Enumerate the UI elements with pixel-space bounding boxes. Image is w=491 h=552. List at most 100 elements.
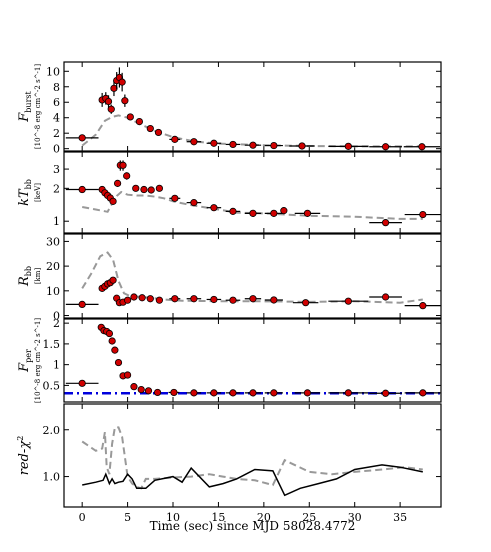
data-point <box>78 300 86 309</box>
data-point <box>111 346 119 354</box>
data-point <box>419 210 427 219</box>
data-point <box>344 297 352 305</box>
y-axis-unit: [10^-8 erg cm^-2 s^-1] <box>34 64 42 149</box>
data-point <box>155 296 163 304</box>
data-point <box>108 337 116 345</box>
y-label-main: F <box>17 112 32 123</box>
data-point <box>249 209 257 217</box>
y-tick-label: 3 <box>53 163 60 176</box>
data-point <box>123 172 131 180</box>
x-tick-label: 35 <box>393 511 407 524</box>
data-point <box>123 371 132 379</box>
data-point <box>105 329 114 338</box>
data-point <box>381 389 390 397</box>
data-point <box>123 296 132 304</box>
data-point <box>270 209 278 217</box>
data-point <box>121 97 129 105</box>
y-axis-label: kTbb <box>17 179 33 206</box>
data-point <box>190 389 198 397</box>
data-point <box>229 140 237 149</box>
data-point <box>249 295 257 303</box>
panel-frame <box>63 233 442 319</box>
panel-f-burst: 0 2 4 6 8 10 Fburst [10^-8 erg cm^-2 s^-1] <box>17 61 442 156</box>
data-point <box>144 387 153 395</box>
y-label-main: kT <box>17 188 32 206</box>
y-tick-label: 2 <box>53 317 60 330</box>
panel-frame <box>63 151 442 234</box>
data-point <box>302 299 310 307</box>
panel-data <box>65 67 441 151</box>
x-tick-label: 15 <box>211 511 225 524</box>
data-point <box>78 379 86 387</box>
y-tick-label: 30 <box>46 235 60 248</box>
y-tick-label: 2 <box>53 182 60 195</box>
panel-r-bb: 0 10 20 30 Rbb [km] <box>17 233 442 323</box>
panel-frame <box>63 403 442 508</box>
x-tick-label: 5 <box>124 511 131 524</box>
data-point <box>249 389 257 397</box>
panel-data <box>81 426 423 497</box>
data-point <box>171 135 179 143</box>
y-axis-unit: [10^-8 erg cm^-2 s^-1] <box>34 318 42 403</box>
data-point <box>210 139 218 147</box>
data-point <box>210 295 218 304</box>
y-label-sub: burst <box>24 90 33 112</box>
y-tick-label: 2.0 <box>43 424 61 437</box>
data-point <box>153 388 162 397</box>
y-label-sup: 2 <box>16 436 25 441</box>
y-tick-label: 4 <box>53 112 60 125</box>
data-point <box>146 124 154 133</box>
data-point <box>229 389 237 397</box>
data-point <box>381 143 390 151</box>
data-point <box>171 295 179 303</box>
y-axis-label: Fburst <box>17 90 33 122</box>
y-tick-label: 10 <box>46 285 60 298</box>
y-tick-label: 1.5 <box>43 338 61 351</box>
y-tick-label: 1 <box>53 359 60 372</box>
data-point <box>135 117 143 126</box>
data-point <box>344 142 352 150</box>
data-point <box>270 141 278 150</box>
panel-frame <box>63 318 442 403</box>
data-point <box>126 113 134 121</box>
y-tick-label: 1.0 <box>43 471 61 484</box>
model-solid-line <box>82 464 423 497</box>
data-point <box>344 389 352 397</box>
y-tick-label: 2 <box>53 127 60 140</box>
data-point <box>78 134 86 142</box>
data-point <box>270 296 278 304</box>
y-axis-label: Fper <box>17 349 33 373</box>
y-label-main: F <box>17 362 32 373</box>
x-tick-label: 0 <box>79 511 86 524</box>
data-point <box>210 204 218 212</box>
x-axis-label: Time (sec) since MJD 58028.4772 <box>150 519 356 533</box>
data-point <box>130 383 138 391</box>
y-tick-label: 10 <box>46 65 60 78</box>
data-point <box>113 179 122 187</box>
y-label-main: red-χ <box>17 440 32 476</box>
data-point <box>249 141 257 149</box>
data-point <box>132 184 140 192</box>
data-point <box>147 186 155 194</box>
data-point <box>137 385 145 394</box>
data-point <box>270 389 278 397</box>
x-tick-label: 20 <box>257 511 271 524</box>
y-tick-label: 0 <box>53 143 60 156</box>
panel-f-per: 0.5 1 1.5 2 Fper [10^-8 erg cm^-2 s^-1] <box>17 317 442 403</box>
y-tick-label: 0 <box>53 310 60 323</box>
data-point <box>155 184 163 192</box>
data-point <box>171 194 179 202</box>
data-point <box>78 185 86 194</box>
data-point <box>118 78 126 86</box>
data-point <box>109 197 117 205</box>
data-point <box>229 296 237 304</box>
panel-data <box>64 323 441 397</box>
data-point <box>140 185 148 194</box>
data-point <box>138 294 146 302</box>
x-tick-label: 30 <box>348 511 362 524</box>
panel-kt-bb: 1 2 3 kTbb [keV] <box>17 151 442 234</box>
data-point <box>119 161 127 169</box>
y-label-main: R <box>17 276 32 287</box>
data-point <box>280 207 288 215</box>
